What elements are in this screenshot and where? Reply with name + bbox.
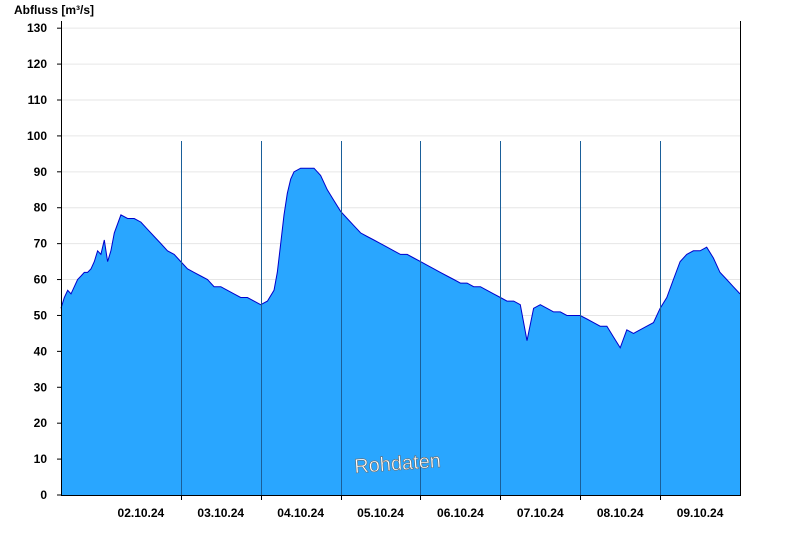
x-axis-ticks: 02.10.24 03.10.24 04.10.24 05.10.24 06.10.24… xyxy=(118,495,724,520)
x-tick-label-02.10.24: 02.10.24 xyxy=(118,506,165,520)
y-tick-label-30: 30 xyxy=(34,380,48,394)
x-tick-label-03.10.24: 03.10.24 xyxy=(197,506,244,520)
x-tick-label-05.10.24: 05.10.24 xyxy=(357,506,404,520)
y-tick-label-50: 50 xyxy=(34,308,48,322)
discharge-line xyxy=(60,167,741,349)
day-boundary-lines xyxy=(181,141,661,495)
y-tick-label-60: 60 xyxy=(34,273,48,287)
y-tick-label-110: 110 xyxy=(28,93,48,107)
y-axis-ticks: 0 10 20 30 40 50 60 70 80 90 100 110 120 130 xyxy=(27,21,61,502)
y-tick-label-40: 40 xyxy=(34,344,48,358)
y-tick-label-130: 130 xyxy=(27,21,47,35)
x-tick-label-06.10.24: 06.10.24 xyxy=(437,506,484,520)
y-tick-label-20: 20 xyxy=(34,416,48,430)
y-axis-title: Abfluss [m³/s] xyxy=(14,3,94,17)
y-tick-label-100: 100 xyxy=(27,129,47,143)
x-tick-label-07.10.24: 07.10.24 xyxy=(517,506,564,520)
discharge-area xyxy=(61,168,740,495)
y-tick-label-70: 70 xyxy=(34,237,48,251)
y-tick-label-120: 120 xyxy=(27,57,47,71)
x-tick-label-04.10.24: 04.10.24 xyxy=(277,506,324,520)
axes xyxy=(61,21,741,496)
y-tick-label-0: 0 xyxy=(40,488,47,502)
x-tick-label-09.10.24: 09.10.24 xyxy=(677,506,724,520)
y-tick-label-80: 80 xyxy=(34,201,48,215)
x-tick-label-08.10.24: 08.10.24 xyxy=(597,506,644,520)
y-tick-label-90: 90 xyxy=(34,165,48,179)
y-tick-label-10: 10 xyxy=(34,452,48,466)
